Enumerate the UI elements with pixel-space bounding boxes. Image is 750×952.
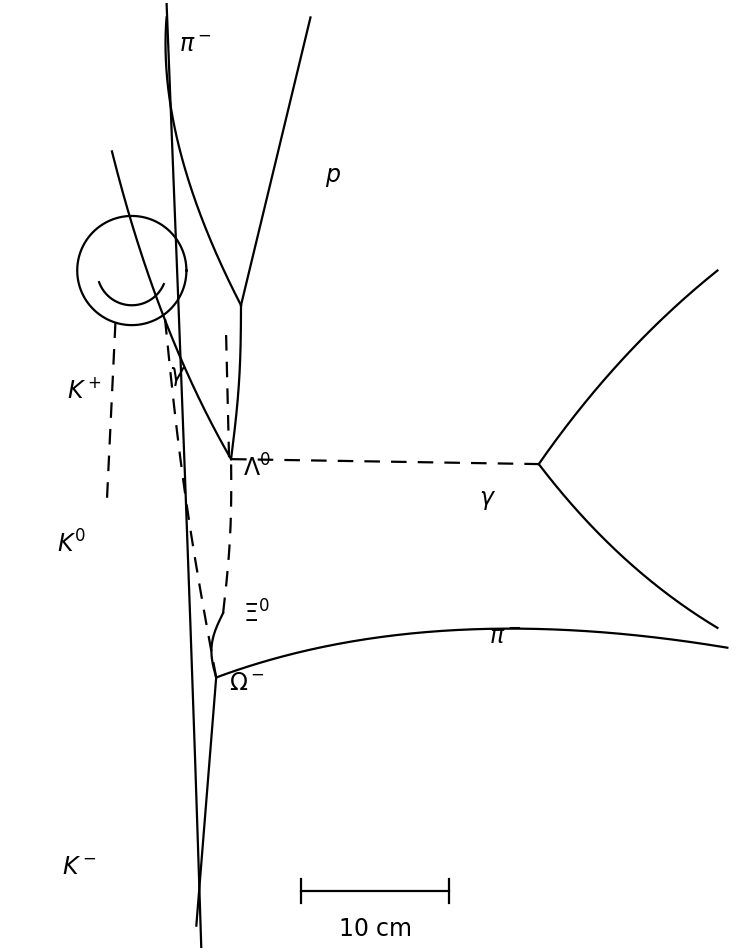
Text: $10\ \mathrm{cm}$: $10\ \mathrm{cm}$ (338, 916, 412, 940)
Text: $\Lambda^0$: $\Lambda^0$ (243, 454, 271, 481)
Text: $\Xi^0$: $\Xi^0$ (243, 600, 269, 627)
Text: $K^+$: $K^+$ (68, 378, 102, 403)
Text: $p$: $p$ (326, 165, 341, 189)
Text: $\pi^-$: $\pi^-$ (179, 33, 212, 57)
Text: $\gamma$: $\gamma$ (479, 487, 496, 511)
Text: $K^-$: $K^-$ (62, 854, 97, 878)
Text: $\pi^-$: $\pi^-$ (489, 625, 522, 648)
Text: $K^0$: $K^0$ (57, 530, 86, 558)
Text: $\Omega^-$: $\Omega^-$ (229, 671, 265, 695)
Text: $\gamma$: $\gamma$ (170, 364, 187, 387)
